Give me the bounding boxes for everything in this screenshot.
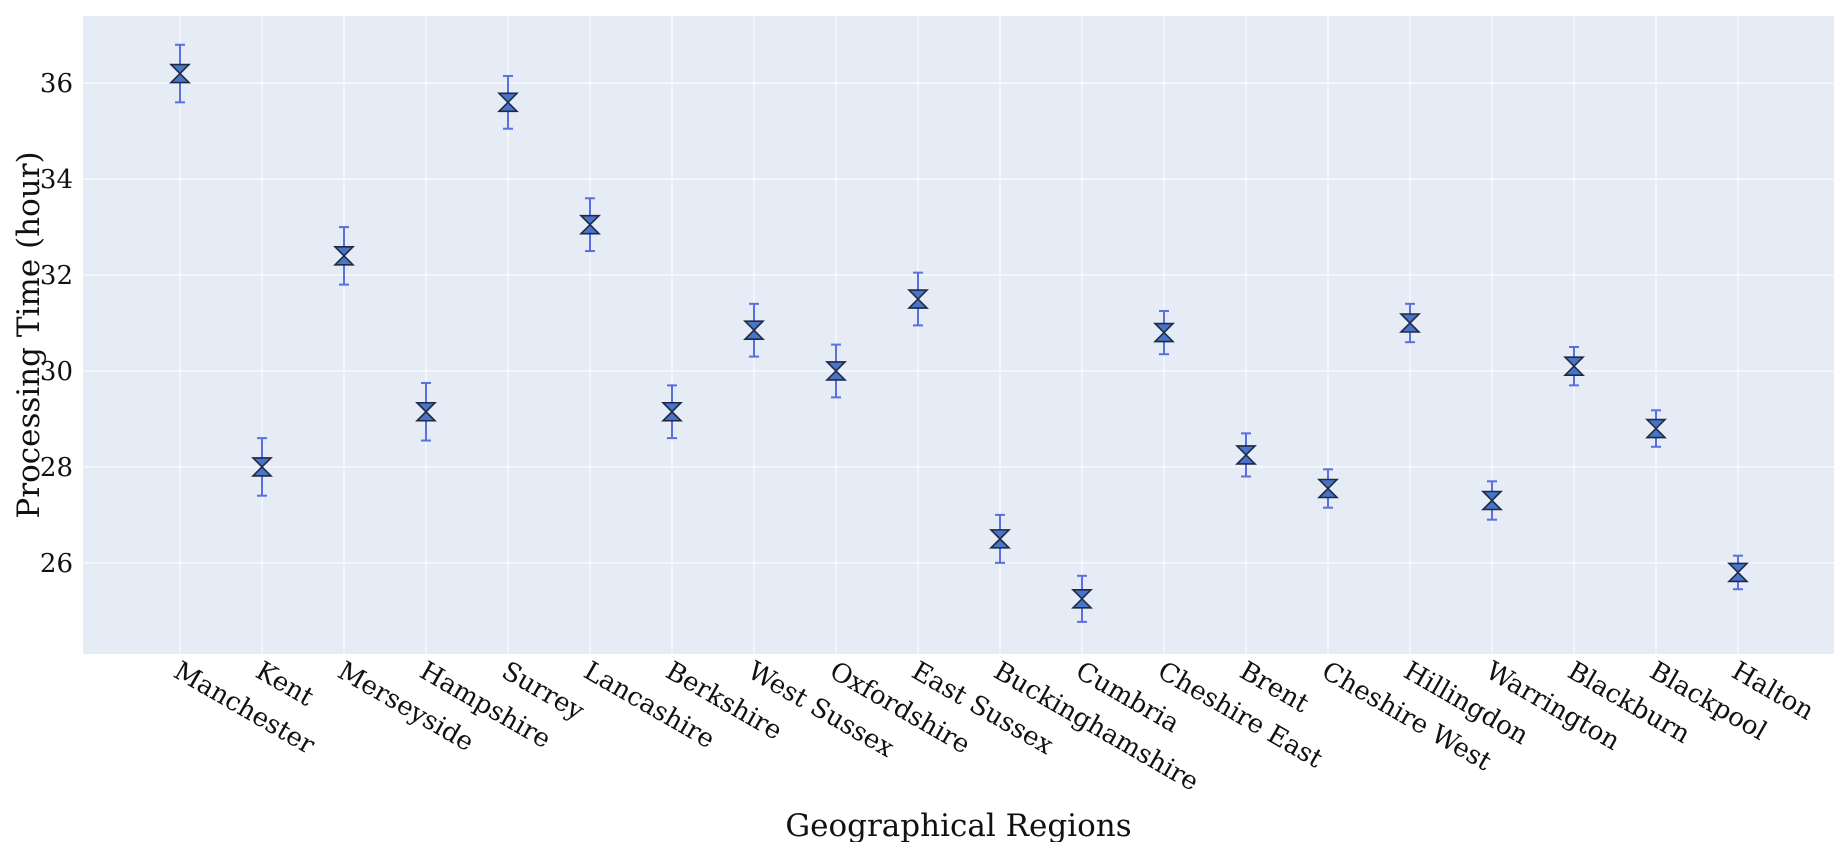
hourglass-marker bbox=[1563, 356, 1585, 376]
data-point bbox=[1071, 574, 1093, 623]
data-point bbox=[743, 302, 765, 358]
hourglass-marker bbox=[1071, 589, 1093, 609]
hourglass-marker bbox=[1317, 478, 1339, 499]
hourglass-marker bbox=[743, 320, 765, 341]
data-point bbox=[497, 74, 519, 130]
hourglass-marker bbox=[1481, 490, 1503, 511]
x-axis-title: Geographical Regions bbox=[785, 808, 1131, 842]
data-point bbox=[1563, 345, 1585, 387]
data-point bbox=[907, 271, 929, 327]
hourglass-marker bbox=[333, 246, 355, 266]
y-tick-label: 34 bbox=[40, 165, 73, 195]
y-tick-label: 36 bbox=[40, 69, 73, 99]
y-axis-title: Processing Time (hour) bbox=[11, 151, 47, 518]
data-point bbox=[333, 226, 355, 286]
hourglass-marker bbox=[1235, 445, 1257, 465]
hourglass-marker bbox=[415, 401, 437, 422]
data-point bbox=[169, 43, 191, 104]
hourglass-marker bbox=[825, 361, 847, 381]
hourglass-marker bbox=[169, 63, 191, 84]
data-point bbox=[1481, 480, 1503, 521]
y-axis-ticks: 26 28 30 32 34 36 bbox=[40, 69, 73, 579]
plot-area bbox=[83, 16, 1834, 654]
data-point bbox=[1235, 432, 1257, 478]
data-series bbox=[169, 43, 1749, 623]
data-point bbox=[661, 384, 683, 440]
data-point bbox=[1317, 468, 1339, 509]
data-point bbox=[1153, 310, 1175, 356]
data-point bbox=[825, 343, 847, 399]
data-point bbox=[415, 381, 437, 442]
hourglass-marker bbox=[579, 214, 601, 235]
hourglass-marker bbox=[1153, 322, 1175, 343]
hourglass-marker bbox=[1399, 313, 1421, 333]
y-tick-label: 26 bbox=[40, 549, 73, 579]
hourglass-marker bbox=[907, 289, 929, 309]
hourglass-marker bbox=[1727, 562, 1749, 583]
data-point bbox=[1645, 409, 1667, 448]
y-tick-label: 28 bbox=[40, 453, 73, 483]
hourglass-marker bbox=[251, 457, 273, 477]
hourglass-marker bbox=[1645, 418, 1667, 439]
data-point bbox=[1727, 554, 1749, 591]
hourglass-marker bbox=[989, 529, 1011, 549]
data-point bbox=[579, 197, 601, 253]
hourglass-marker bbox=[497, 92, 519, 113]
y-tick-label: 32 bbox=[40, 261, 73, 291]
data-point bbox=[989, 513, 1011, 564]
y-tick-label: 30 bbox=[40, 357, 73, 387]
hourglass-marker bbox=[661, 401, 683, 422]
data-point bbox=[1399, 302, 1421, 344]
data-point bbox=[251, 437, 273, 497]
